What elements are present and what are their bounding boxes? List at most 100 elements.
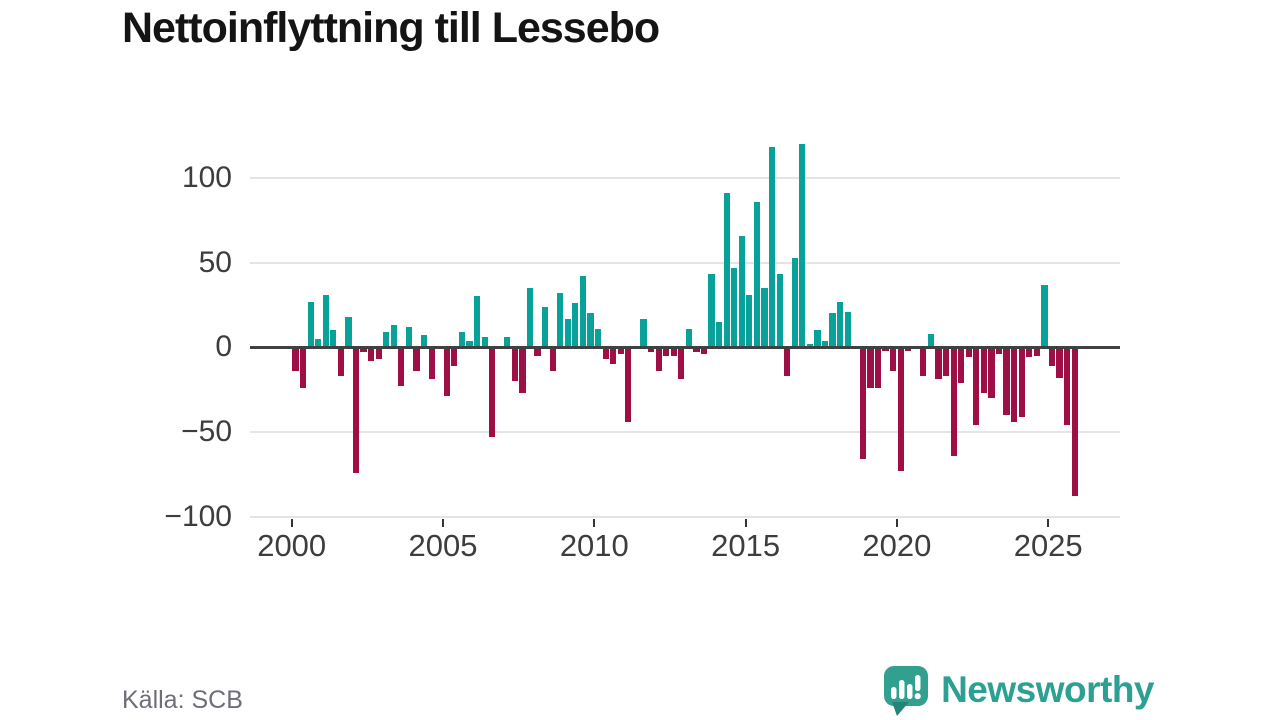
- bar-2005Q3: [458, 332, 465, 348]
- bar-2011Q4: [647, 347, 655, 353]
- gridline-y-100: [250, 176, 1120, 179]
- bar-2012Q1: [655, 347, 662, 371]
- bar-2004Q2: [420, 335, 428, 348]
- bar-2000Q1: [292, 347, 299, 371]
- bar-2010Q4: [617, 347, 624, 355]
- bar-2013Q4: [708, 274, 715, 348]
- bar-2021Q4: [950, 347, 957, 456]
- zero-baseline: [250, 345, 1120, 349]
- x-axis-tick-2020: [895, 519, 898, 527]
- bar-2000Q3: [307, 301, 314, 348]
- bar-2003Q2: [390, 325, 397, 348]
- bar-2003Q1: [383, 332, 390, 348]
- gridline-y--100: [250, 515, 1120, 518]
- bar-2006Q1: [473, 296, 481, 348]
- bar-2023Q3: [1003, 347, 1010, 416]
- bar-2003Q4: [405, 326, 413, 348]
- bar-2001Q1: [322, 294, 329, 348]
- bar-2007Q4: [526, 288, 534, 348]
- bar-2009Q4: [587, 313, 594, 348]
- bar-2025Q1: [1048, 347, 1056, 366]
- bar-2016Q3: [791, 257, 798, 348]
- bar-2024Q3: [1033, 347, 1040, 356]
- bar-2009Q1: [564, 318, 571, 348]
- bar-2007Q3: [519, 347, 526, 394]
- bar-2018Q2: [844, 311, 851, 348]
- bar-2017Q4: [829, 313, 836, 348]
- bar-2025Q3: [1064, 347, 1071, 426]
- bar-2005Q2: [451, 347, 458, 366]
- x-axis-label-2020: 2020: [862, 528, 932, 563]
- bar-2010Q1: [594, 328, 602, 348]
- bar-2015Q2: [753, 201, 761, 348]
- bar-2024Q2: [1026, 347, 1033, 358]
- bar-2019Q2: [874, 347, 882, 388]
- bar-2005Q1: [443, 347, 450, 397]
- bar-2011Q3: [640, 318, 647, 348]
- bar-2000Q4: [315, 338, 322, 348]
- y-axis-label-100: 100: [181, 160, 232, 194]
- bar-2023Q4: [1011, 347, 1018, 422]
- bar-2010Q2: [602, 347, 609, 360]
- bar-2001Q4: [345, 316, 352, 348]
- bar-2025Q2: [1056, 347, 1063, 378]
- newsworthy-logo-icon: [884, 666, 929, 716]
- bar-2017Q1: [806, 343, 813, 348]
- bar-2017Q3: [821, 340, 829, 348]
- bar-2009Q2: [572, 303, 579, 348]
- bar-2003Q3: [398, 347, 405, 387]
- bar-2004Q1: [413, 347, 420, 371]
- x-axis-label-2015: 2015: [711, 528, 781, 563]
- bar-2020Q2: [905, 347, 912, 351]
- bar-2013Q2: [693, 347, 700, 353]
- bar-2007Q2: [511, 347, 518, 382]
- bar-2022Q4: [980, 347, 987, 394]
- bar-2012Q4: [678, 347, 685, 380]
- bar-2008Q4: [557, 293, 564, 348]
- bar-2011Q1: [625, 347, 632, 422]
- bar-2013Q1: [685, 328, 692, 348]
- bar-2021Q3: [942, 347, 950, 377]
- bar-2007Q1: [504, 337, 511, 348]
- bar-2004Q3: [428, 347, 435, 380]
- bar-2017Q2: [814, 330, 821, 348]
- x-axis-label-2000: 2000: [257, 528, 327, 563]
- bar-2013Q3: [700, 347, 708, 355]
- y-axis-label--50: −50: [181, 414, 232, 448]
- x-axis-tick-2015: [744, 519, 747, 527]
- bar-2016Q2: [784, 347, 791, 377]
- bar-2012Q3: [670, 347, 677, 356]
- bar-2018Q1: [837, 301, 844, 348]
- bar-2006Q3: [489, 347, 496, 438]
- bar-2018Q4: [859, 347, 866, 460]
- gridline-y--50: [250, 430, 1120, 433]
- bar-2021Q1: [927, 333, 935, 348]
- x-axis-tick-2000: [290, 519, 293, 527]
- bar-2023Q1: [988, 347, 995, 399]
- bar-2012Q2: [663, 347, 670, 356]
- bar-2014Q2: [723, 193, 730, 348]
- bar-2022Q3: [973, 347, 980, 426]
- bar-2021Q2: [935, 347, 942, 380]
- bar-2025Q4: [1071, 347, 1078, 497]
- bar-2022Q1: [958, 347, 965, 383]
- bar-2024Q4: [1041, 284, 1048, 348]
- bar-2008Q1: [534, 347, 541, 356]
- bar-2001Q2: [330, 330, 337, 348]
- chart-title: Nettoinflyttning till Lessebo: [122, 4, 660, 52]
- y-axis-label-0: 0: [215, 330, 232, 364]
- x-axis-label-2005: 2005: [408, 528, 478, 563]
- x-axis-tick-2010: [593, 519, 596, 527]
- bar-2014Q1: [716, 321, 723, 348]
- bar-2015Q4: [768, 147, 776, 348]
- bar-2001Q3: [337, 347, 344, 377]
- bar-2019Q4: [890, 347, 897, 371]
- x-axis-label-2010: 2010: [559, 528, 629, 563]
- bar-2002Q2: [360, 347, 367, 353]
- bar-2015Q1: [746, 294, 753, 348]
- bar-2020Q1: [897, 347, 904, 471]
- bar-2023Q2: [995, 347, 1003, 355]
- bar-2016Q4: [799, 144, 806, 348]
